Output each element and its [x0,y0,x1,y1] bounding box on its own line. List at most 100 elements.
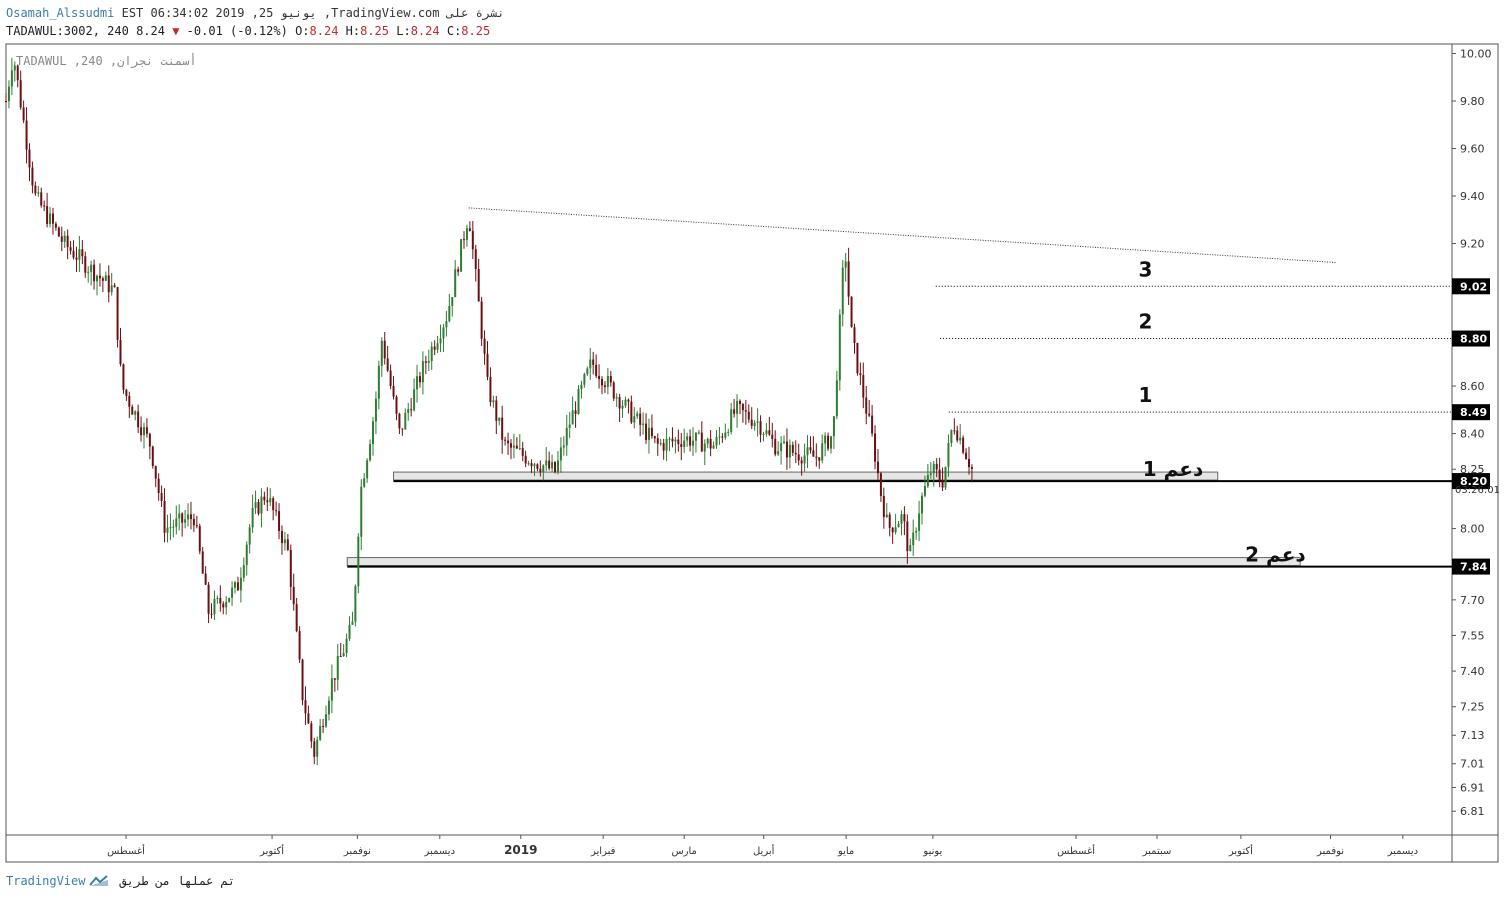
candle-body [157,478,160,493]
candle-body [28,149,31,168]
author-name[interactable]: Osamah_Alssudmi [6,6,115,20]
candle-body [762,434,765,436]
candle-body [310,723,313,742]
candle-body [131,406,134,415]
candle-body [474,249,477,269]
candle-body [189,514,192,520]
candle-body [935,463,938,470]
candle-body [398,413,401,429]
candle-body [142,427,145,436]
candle-body [421,361,424,383]
candle-body [832,416,835,437]
candle-body [830,436,833,449]
candle-body [72,250,75,258]
candle-body [783,441,786,444]
brand-name[interactable]: TradingView [6,874,86,888]
bar-countdown: 03:26:01 [1455,485,1500,496]
candle-body [374,398,377,422]
y-tick-label: 9.20 [1460,238,1485,251]
candle-body [122,364,125,390]
candle-body [856,342,859,374]
candle-body [336,656,339,680]
candle-body [78,249,81,260]
candle-body [838,314,841,381]
candle-body [642,423,645,425]
candle-body [694,432,697,441]
candle-body [66,235,69,248]
price-axis-label-box [1452,330,1490,347]
candle-body [304,700,307,714]
header-line-2: TADAWUL:3002, 240 8.24 ▼ -0.01 (-0.12%) … [6,24,490,38]
candle-body [25,120,28,150]
trendline [468,207,1337,264]
candle-body [803,455,806,464]
candle-body [659,443,662,445]
x-tick-label: 2019 [504,843,537,857]
candle-body [371,421,374,445]
candle-body [436,343,439,350]
candle-body [69,247,72,251]
candle-body [148,433,151,447]
candle-body [424,361,427,363]
y-tick-label: 7.55 [1460,629,1485,642]
candle-body [533,464,536,467]
candle-body [574,410,577,414]
candle-body [894,527,897,533]
candle-body [116,287,119,340]
candle-body [445,321,448,328]
candle-body [234,582,237,588]
candle-body [98,275,101,279]
candle-body [163,500,166,533]
candle-body [87,271,90,273]
candle-body [879,473,882,496]
candle-body [959,437,962,441]
candle-body [606,376,609,388]
candle-body [201,551,204,574]
candle-body [301,659,304,701]
resistance-label: 2 [1138,310,1152,334]
candle-body [780,443,783,452]
x-tick-label: أكتوبر [259,844,284,857]
y-tick-label: 7.01 [1460,758,1485,771]
candle-body [389,370,392,386]
candle-body [633,416,636,423]
candle-body [325,714,328,727]
support-zone [346,557,1301,567]
x-tick-label: نوفمبر [343,846,371,857]
candle-body [738,400,741,404]
candle-body [430,346,433,362]
candle-body [360,486,363,537]
support-label: دعم 1 [1143,457,1204,481]
candle-body [709,438,712,449]
candle-body [509,443,512,448]
candle-body [333,678,336,680]
candle-body [7,86,10,102]
close-value: 8.25 [461,24,491,38]
tradingview-logo-icon [89,875,109,886]
candle-body [289,549,292,587]
footer: TradingView تم عملها من طريق [6,874,235,888]
candle-body [489,376,492,403]
candle-body [107,275,110,293]
candle-body [31,167,34,186]
candle-body [542,465,545,472]
candle-body [671,438,674,442]
y-tick-label: 7.13 [1460,729,1485,742]
support-label: دعم 2 [1245,543,1306,567]
candle-body [674,439,677,442]
candle-body [827,435,830,449]
candle-body [248,527,251,545]
candle-body [882,495,885,518]
candle-body [57,227,60,237]
candle-body [84,256,87,273]
price-axis-label-box [1452,473,1490,490]
candle-body [929,473,932,475]
candle-body [110,285,113,293]
y-tick-label: 8.60 [1460,380,1485,393]
candle-body [697,432,700,434]
candle-body [96,275,99,282]
candle-body [401,428,404,430]
candle-body [395,396,398,414]
candle-body [327,700,330,715]
